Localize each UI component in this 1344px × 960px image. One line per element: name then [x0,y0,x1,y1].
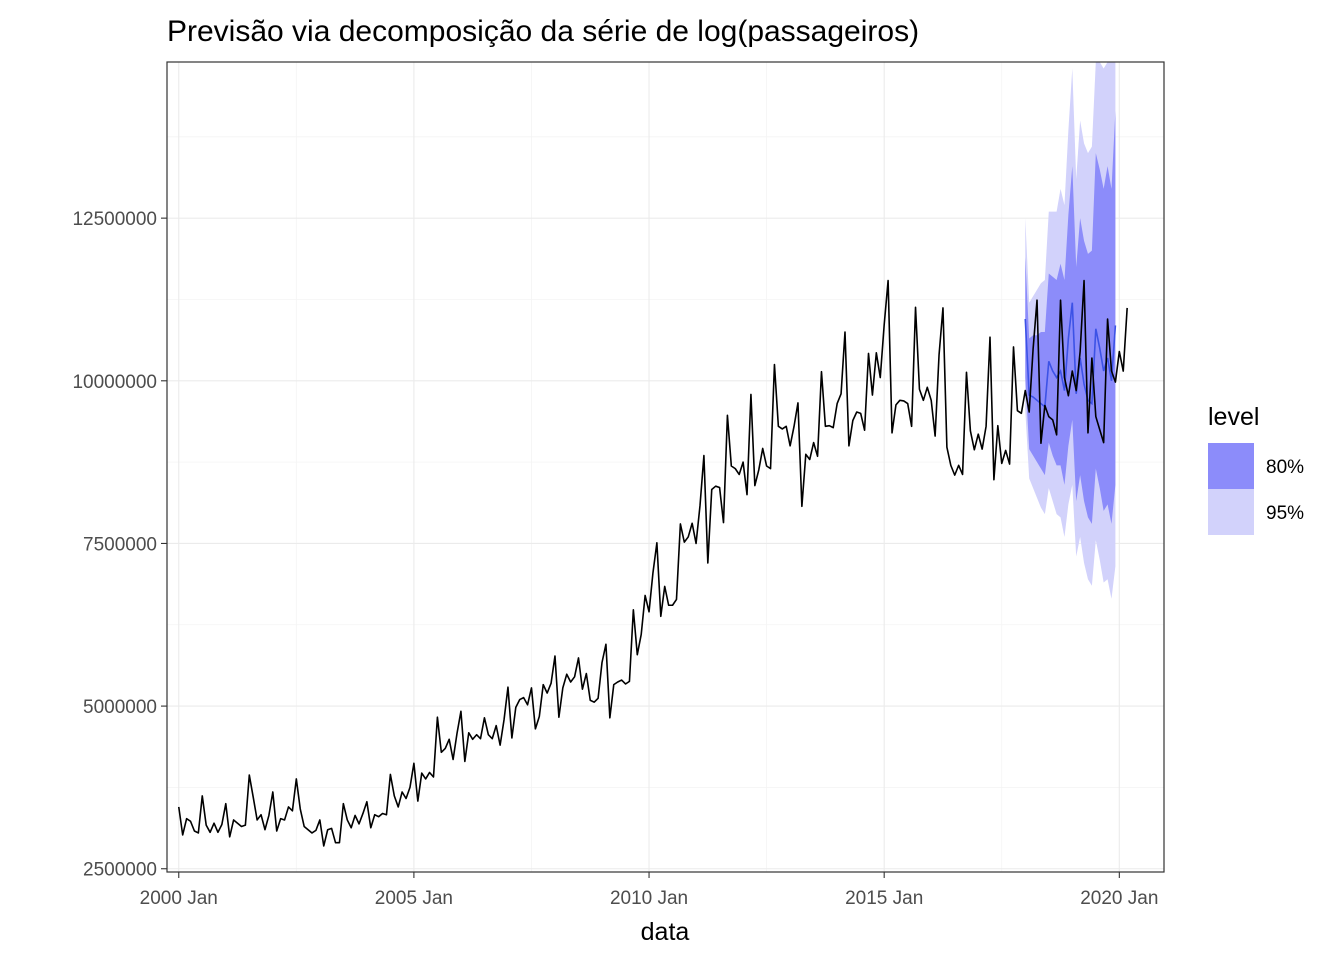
x-axis-title: data [641,918,690,946]
legend-title: level [1208,403,1259,431]
legend-label-80: 80% [1266,457,1304,478]
legend-label-95: 95% [1266,503,1304,524]
minor-gridlines [167,62,1164,872]
observed-series-line [177,279,1128,847]
y-tick-label: 2500000 [83,860,157,881]
panel-border [166,61,1165,873]
x-tick-label: 2000 Jan [140,888,218,909]
plot-panel [166,61,1165,873]
y-axis: 2500000 5000000 7500000 10000000 12500000 [72,209,167,881]
x-tick-label: 2020 Jan [1080,888,1158,909]
legend: level 80% 95% [1208,403,1304,535]
y-tick-label: 5000000 [83,697,157,718]
x-tick-label: 2010 Jan [610,888,688,909]
chart-title: Previsão via decomposição da série de lo… [167,15,919,48]
legend-swatch-95 [1208,489,1254,535]
x-tick-label: 2015 Jan [845,888,923,909]
y-tick-label: 7500000 [83,534,157,555]
legend-swatch-80 [1208,443,1254,489]
x-axis: 2000 Jan 2005 Jan 2010 Jan 2015 Jan 2020 Jan [140,872,1158,909]
x-tick-label: 2005 Jan [375,888,453,909]
y-tick-label: 12500000 [72,209,157,230]
major-gridlines [167,62,1164,872]
y-tick-label: 10000000 [72,372,157,393]
observed-path [177,279,1128,847]
